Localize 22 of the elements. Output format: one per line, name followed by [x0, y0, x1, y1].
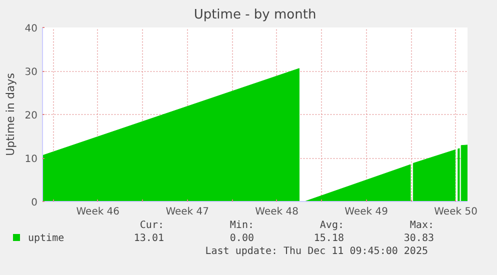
text: 30.83 — [402, 232, 435, 246]
y-tick-label: 30 — [24, 67, 38, 78]
text: 15.18 — [312, 232, 345, 246]
chart-title: Uptime - by month — [194, 8, 316, 22]
text: Max: — [408, 220, 435, 232]
y-tick-label: 20 — [24, 110, 38, 122]
x-tick-label: Week 49 — [344, 206, 388, 218]
text: 13.01 — [132, 232, 165, 246]
text: 0.00 — [228, 232, 255, 246]
text: Avg: — [318, 220, 345, 232]
y-tick-label: 10 — [24, 154, 38, 165]
y-tick-label: 40 — [24, 24, 38, 34]
text: Min: — [228, 220, 255, 232]
y-axis-title: Uptime in days — [4, 72, 17, 156]
legend-label: uptime — [27, 232, 66, 246]
x-tick-label: Week 47 — [166, 206, 210, 218]
text: Cur: — [138, 220, 165, 232]
y-tick-label: 0 — [31, 198, 38, 208]
text: Last update: Thu Dec 11 09:45:00 2025 — [204, 246, 428, 258]
x-tick-label: Week 50 — [434, 206, 478, 218]
x-tick-label: Week 48 — [255, 206, 298, 218]
x-tick-label: Week 46 — [76, 206, 120, 218]
